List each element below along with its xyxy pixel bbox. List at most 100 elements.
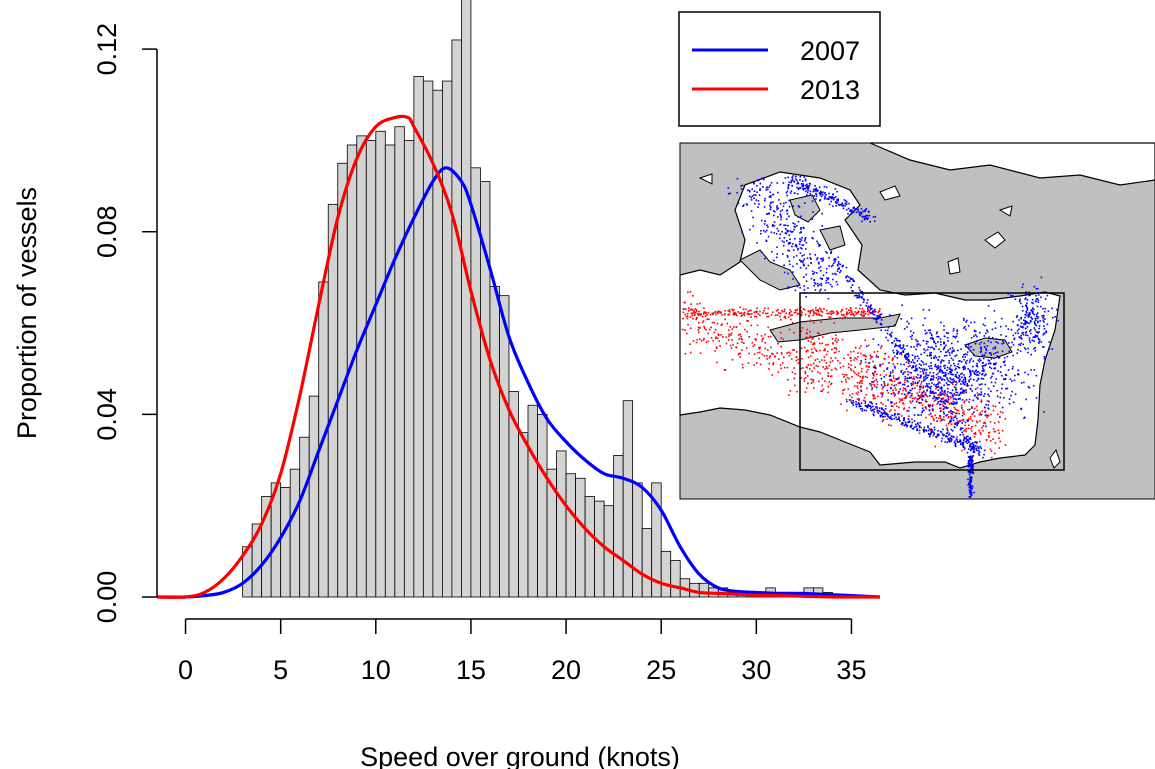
vessel-point: [892, 371, 894, 374]
vessel-point: [971, 405, 973, 408]
vessel-point: [858, 404, 861, 406]
vessel-point: [696, 303, 699, 305]
vessel-point: [741, 314, 743, 316]
vessel-point: [739, 306, 741, 309]
vessel-point: [980, 359, 982, 362]
vessel-point: [845, 311, 848, 313]
vessel-point: [901, 399, 904, 401]
vessel-point: [1044, 318, 1046, 320]
vessel-point: [730, 334, 732, 336]
vessel-point: [1005, 325, 1007, 327]
vessel-point: [866, 310, 869, 313]
vessel-point: [782, 244, 785, 247]
vessel-point: [772, 328, 775, 331]
vessel-point: [961, 392, 964, 394]
vessel-point: [787, 186, 789, 188]
vessel-point: [940, 377, 942, 380]
vessel-point: [800, 231, 802, 234]
vessel-point: [1042, 346, 1045, 348]
vessel-point: [914, 397, 917, 399]
vessel-point: [850, 278, 852, 280]
vessel-point: [853, 314, 856, 317]
vessel-point: [982, 323, 985, 326]
vessel-point: [902, 344, 905, 346]
vessel-point: [946, 430, 949, 432]
vessel-point: [694, 312, 696, 315]
vessel-point: [1022, 333, 1025, 336]
vessel-point: [954, 386, 957, 389]
vessel-point: [742, 366, 744, 369]
vessel-point: [1025, 293, 1028, 296]
vessel-point: [949, 381, 951, 383]
vessel-point: [963, 401, 965, 404]
vessel-point: [1017, 369, 1020, 372]
vessel-point: [918, 414, 920, 416]
vessel-point: [952, 373, 955, 376]
vessel-point: [778, 199, 780, 201]
vessel-point: [859, 375, 862, 378]
vessel-point: [761, 340, 764, 343]
vessel-point: [859, 295, 861, 298]
vessel-point: [758, 351, 761, 354]
vessel-point: [926, 389, 929, 391]
vessel-point: [939, 410, 942, 413]
vessel-point: [965, 321, 967, 323]
vessel-point: [770, 181, 773, 184]
vessel-point: [804, 187, 807, 190]
vessel-point: [886, 368, 888, 371]
vessel-point: [934, 385, 937, 388]
vessel-point: [697, 331, 700, 334]
x-tick-label: 5: [273, 655, 288, 685]
vessel-point: [973, 436, 976, 438]
vessel-point: [954, 408, 957, 410]
vessel-point: [848, 366, 850, 369]
vessel-point: [813, 343, 816, 345]
vessel-point: [879, 313, 882, 316]
vessel-point: [925, 340, 928, 343]
vessel-point: [739, 356, 741, 358]
vessel-point: [940, 431, 943, 433]
vessel-point: [866, 376, 869, 379]
vessel-point: [902, 402, 905, 405]
vessel-point: [840, 380, 843, 383]
vessel-point: [801, 311, 803, 314]
vessel-point: [830, 265, 833, 268]
vessel-point: [1043, 411, 1045, 413]
vessel-point: [753, 181, 755, 184]
vessel-point: [920, 383, 922, 385]
vessel-point: [956, 391, 959, 394]
vessel-point: [982, 377, 985, 380]
vessel-point: [978, 360, 981, 363]
vessel-point: [861, 382, 863, 385]
vessel-point: [1023, 417, 1025, 419]
vessel-point: [935, 392, 937, 394]
vessel-point: [909, 336, 912, 338]
vessel-point: [866, 218, 869, 221]
vessel-point: [740, 315, 743, 317]
vessel-point: [949, 415, 952, 418]
vessel-point: [859, 289, 861, 291]
vessel-point: [937, 429, 939, 432]
inset-map-islet-1: [984, 231, 1006, 249]
vessel-point: [828, 316, 830, 319]
vessel-point: [770, 206, 772, 209]
vessel-point: [736, 342, 739, 345]
vessel-point: [868, 309, 871, 312]
vessel-point: [1001, 383, 1004, 386]
vessel-point: [1036, 315, 1038, 318]
vessel-point: [930, 423, 932, 425]
vessel-point: [926, 390, 928, 392]
vessel-point: [751, 341, 754, 344]
vessel-point: [880, 322, 882, 325]
vessel-point: [869, 354, 872, 357]
vessel-point: [1025, 297, 1027, 300]
vessel-point: [1014, 393, 1017, 396]
vessel-point: [858, 294, 860, 296]
vessel-point: [689, 290, 692, 293]
vessel-point: [862, 293, 864, 296]
vessel-point: [971, 472, 974, 474]
vessel-point: [880, 392, 882, 395]
vessel-point: [803, 285, 806, 287]
vessel-point: [860, 390, 863, 392]
vessel-point: [881, 408, 883, 410]
